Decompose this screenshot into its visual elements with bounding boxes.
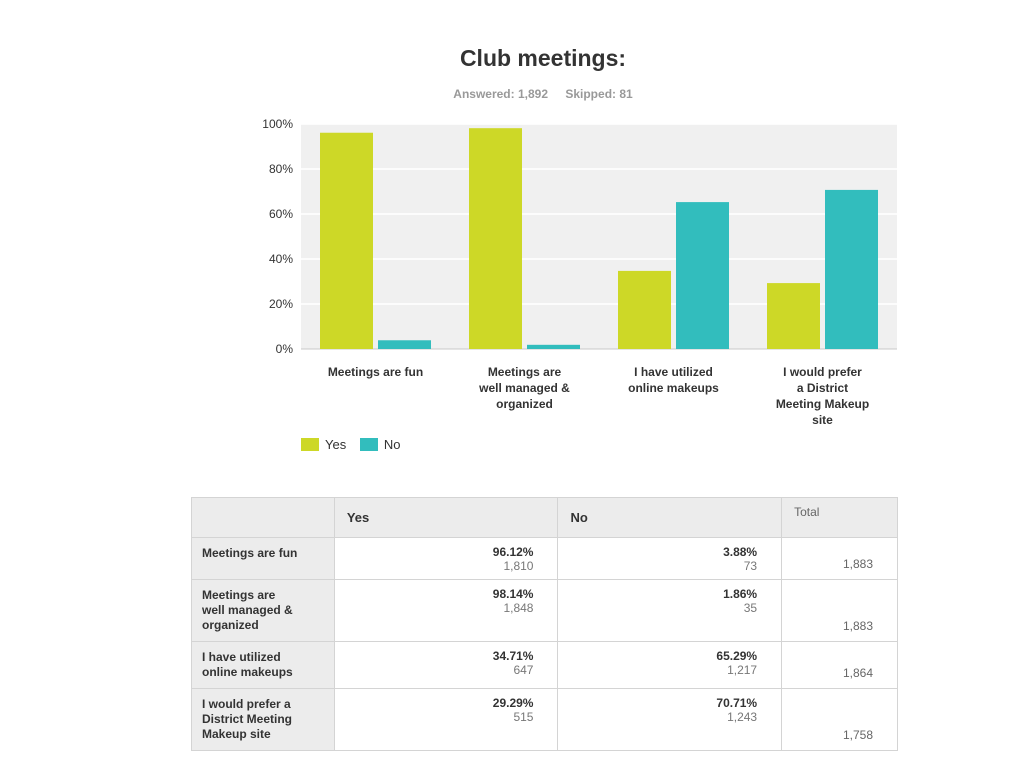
row-label: I have utilized online makeups [191, 641, 335, 689]
x-tick-label: Meetings are fun [328, 365, 423, 379]
table-header-total: Total [781, 497, 898, 538]
table-header-row: Yes No Total [191, 497, 898, 538]
row-label: Meetings are well managed & organized [191, 579, 335, 642]
cell-no: 3.88% 73 [557, 537, 783, 580]
table-header-yes: Yes [333, 497, 559, 538]
results-table: Yes No Total Meetings are fun 96.12% 1,810… [191, 497, 898, 751]
legend-swatch-no [359, 438, 378, 451]
table-header-blank [191, 497, 335, 538]
cell-no-count: 35 [743, 601, 758, 615]
table-row: I would prefer a District Meeting Makeup s… [191, 688, 898, 751]
cell-no-percent: 70.71% [716, 696, 758, 710]
cell-no-percent: 65.29% [716, 649, 758, 663]
bar-no [676, 202, 729, 349]
cell-total: 1,883 [781, 537, 898, 580]
cell-yes: 29.29% 515 [333, 688, 559, 751]
legend-item-no[interactable]: No [359, 437, 401, 452]
chart-legend: Yes No [301, 437, 410, 454]
bar-no [825, 189, 878, 349]
cell-no: 70.71% 1,243 [557, 688, 783, 751]
bar-no [527, 344, 580, 349]
cell-yes-percent: 29.29% [492, 696, 534, 710]
response-stats: Answered: 1,892 Skipped: 81 [0, 87, 1024, 101]
table-row: I have utilized online makeups 34.71% 647 65… [191, 641, 898, 689]
cell-total: 1,758 [781, 688, 898, 751]
y-tick-label: 80% [269, 162, 293, 176]
cell-yes: 34.71% 647 [333, 641, 559, 689]
cell-no-percent: 1.86% [723, 587, 758, 601]
table-row: Meetings are fun 96.12% 1,810 3.88% 73 1,883 [191, 537, 898, 580]
legend-label-no: No [383, 437, 401, 452]
cell-yes-count: 1,848 [503, 601, 534, 615]
bar-yes [767, 283, 820, 349]
cell-yes-percent: 98.14% [492, 587, 534, 601]
legend-item-yes[interactable]: Yes [301, 437, 346, 452]
cell-yes-percent: 96.12% [492, 545, 534, 559]
bar-no [378, 340, 431, 349]
row-label: I would prefer a District Meeting Makeup s… [191, 688, 335, 751]
answered-count: Answered: 1,892 [453, 87, 548, 101]
cell-yes-count: 1,810 [503, 559, 534, 573]
cell-no: 65.29% 1,217 [557, 641, 783, 689]
x-tick-label: Meetings are well managed & organized [478, 365, 570, 411]
cell-no-count: 1,217 [727, 663, 758, 677]
x-tick-label: I have utilized online makeups [628, 365, 719, 395]
cell-yes-count: 647 [513, 663, 534, 677]
y-tick-label: 20% [269, 297, 293, 311]
cell-yes-count: 515 [513, 710, 534, 724]
y-tick-label: 40% [269, 252, 293, 266]
x-tick-label: I would prefer a District Meeting Makeup si… [776, 365, 869, 427]
cell-no-count: 73 [743, 559, 758, 573]
cell-yes: 98.14% 1,848 [333, 579, 559, 642]
cell-no-count: 1,243 [727, 710, 758, 724]
table-header-no: No [557, 497, 783, 538]
cell-no: 1.86% 35 [557, 579, 783, 642]
skipped-count: Skipped: 81 [565, 87, 633, 101]
bar-chart: 0% 20% 40% 60% 80% 100% Meetings are fun Meetin… [262, 117, 897, 427]
bar-yes [320, 132, 373, 349]
y-tick-label: 0% [276, 342, 294, 356]
bar-yes [469, 128, 522, 349]
y-tick-label: 100% [262, 117, 293, 131]
cell-no-percent: 3.88% [723, 545, 758, 559]
row-label: Meetings are fun [191, 537, 335, 580]
chart-title: Club meetings: [459, 45, 627, 71]
table-row: Meetings are well managed & organized 98.14… [191, 579, 898, 642]
cell-total: 1,864 [781, 641, 898, 689]
bar-yes [618, 270, 671, 349]
cell-yes: 96.12% 1,810 [333, 537, 559, 580]
cell-total: 1,883 [781, 579, 898, 642]
y-tick-label: 60% [269, 207, 293, 221]
legend-label-yes: Yes [325, 437, 347, 452]
legend-swatch-yes [301, 438, 319, 451]
cell-yes-percent: 34.71% [492, 649, 534, 663]
